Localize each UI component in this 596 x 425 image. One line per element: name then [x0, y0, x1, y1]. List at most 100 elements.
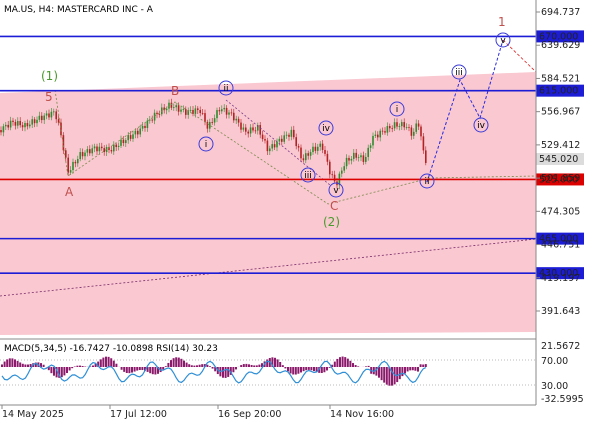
- candle-body: [405, 127, 408, 129]
- macd-bar: [250, 364, 253, 367]
- candle-body: [314, 146, 317, 151]
- candle-body: [134, 130, 137, 135]
- macd-bar: [261, 363, 263, 367]
- candle-body: [60, 122, 62, 136]
- macd-bar: [201, 364, 204, 367]
- candle-body: [353, 152, 355, 159]
- y-tick-label: 529.412: [541, 140, 580, 151]
- candle-body: [141, 125, 144, 129]
- candle-body: [38, 115, 41, 120]
- candle-body: [360, 155, 362, 158]
- candle-body: [216, 110, 218, 119]
- candle-body: [45, 113, 48, 116]
- macd-bar: [209, 366, 211, 367]
- macd-bar: [29, 363, 32, 367]
- candle-body: [398, 126, 401, 127]
- wave-circle-i-left: i: [198, 136, 214, 152]
- wave-label-2-green: (2): [323, 215, 340, 229]
- macd-bar: [297, 367, 300, 374]
- candle-body: [293, 129, 295, 138]
- macd-bar: [294, 367, 297, 375]
- wave-label-5: 5: [45, 90, 53, 104]
- candle-body: [149, 119, 151, 121]
- candle-body: [26, 123, 29, 127]
- macd-bar: [245, 363, 248, 367]
- macd-bar: [339, 357, 341, 367]
- candle-body: [81, 152, 84, 157]
- candle-body: [305, 153, 307, 161]
- candle-body: [266, 140, 269, 152]
- candle-body: [182, 109, 185, 110]
- macd-bar: [310, 367, 313, 371]
- candle-body: [362, 155, 365, 162]
- candle-body: [297, 146, 300, 148]
- x-tick-label: 14 May 2025: [2, 409, 64, 420]
- candle-body: [285, 134, 288, 136]
- macd-bar: [110, 358, 113, 367]
- candle-body: [384, 131, 386, 133]
- candle-body: [417, 123, 420, 127]
- candle-body: [295, 137, 297, 147]
- candle-body: [67, 157, 69, 173]
- macd-bar: [266, 359, 269, 367]
- candle-body: [204, 113, 206, 122]
- wave-circle-ii-top: ii: [218, 80, 234, 96]
- macd-bar: [214, 367, 217, 372]
- candle-body: [137, 130, 139, 135]
- macd-bar: [422, 364, 425, 367]
- macd-bar: [211, 367, 214, 369]
- candle-body: [98, 146, 101, 152]
- wave-trendlines: [0, 39, 537, 297]
- candle-body: [393, 122, 396, 129]
- indicator-label: MACD(5,34,5) -16.7427 -10.0898 RSI(14) 3…: [4, 344, 218, 354]
- macd-bar: [367, 365, 370, 367]
- macd-bar: [146, 367, 149, 372]
- svg-text:iv: iv: [322, 124, 331, 134]
- candle-body: [213, 118, 216, 123]
- indicator-axis-label-4: -32.5995: [541, 394, 584, 405]
- macd-bar: [378, 367, 380, 378]
- candle-body: [379, 130, 381, 138]
- candle-body: [348, 157, 350, 161]
- svg-text:iii: iii: [304, 171, 312, 181]
- wave-circle-iii-left: iii: [300, 167, 316, 183]
- candle-body: [278, 138, 281, 142]
- candle-body: [180, 109, 182, 112]
- macd-bar: [401, 367, 404, 377]
- current-price-tag: [536, 153, 584, 165]
- candle-body: [33, 119, 36, 124]
- macd-bar: [50, 367, 53, 374]
- candle-body: [197, 108, 199, 110]
- macd-bar: [6, 359, 9, 367]
- macd-bar: [185, 362, 188, 367]
- candle-body: [381, 130, 384, 132]
- indicator-axis-label-3: 30.00: [541, 381, 568, 392]
- macd-bar: [344, 357, 347, 367]
- macd-bar: [349, 360, 352, 367]
- macd-bar: [240, 365, 243, 367]
- candle-body: [254, 130, 257, 132]
- candle-body: [331, 174, 333, 176]
- svg-text:i: i: [396, 105, 399, 115]
- macd-bar: [1, 364, 3, 367]
- macd-bar: [417, 367, 419, 372]
- candle-body: [117, 145, 120, 147]
- macd-bar: [8, 358, 11, 367]
- macd-bar: [380, 367, 383, 381]
- macd-bar: [53, 367, 55, 376]
- candle-body: [374, 134, 377, 136]
- candle-body: [271, 144, 273, 149]
- macd-bar: [19, 362, 22, 367]
- macd-bar: [112, 360, 115, 367]
- macd-bar: [76, 365, 79, 367]
- candle-body: [281, 138, 283, 142]
- candle-body: [110, 150, 113, 152]
- candle-body: [369, 145, 372, 148]
- candle-body: [247, 131, 249, 134]
- candle-body: [194, 108, 197, 114]
- wave-label-a: A: [65, 185, 74, 199]
- candle-body: [264, 139, 266, 141]
- candle-body: [403, 122, 405, 128]
- macd-bar: [203, 364, 206, 367]
- candle-body: [9, 120, 12, 128]
